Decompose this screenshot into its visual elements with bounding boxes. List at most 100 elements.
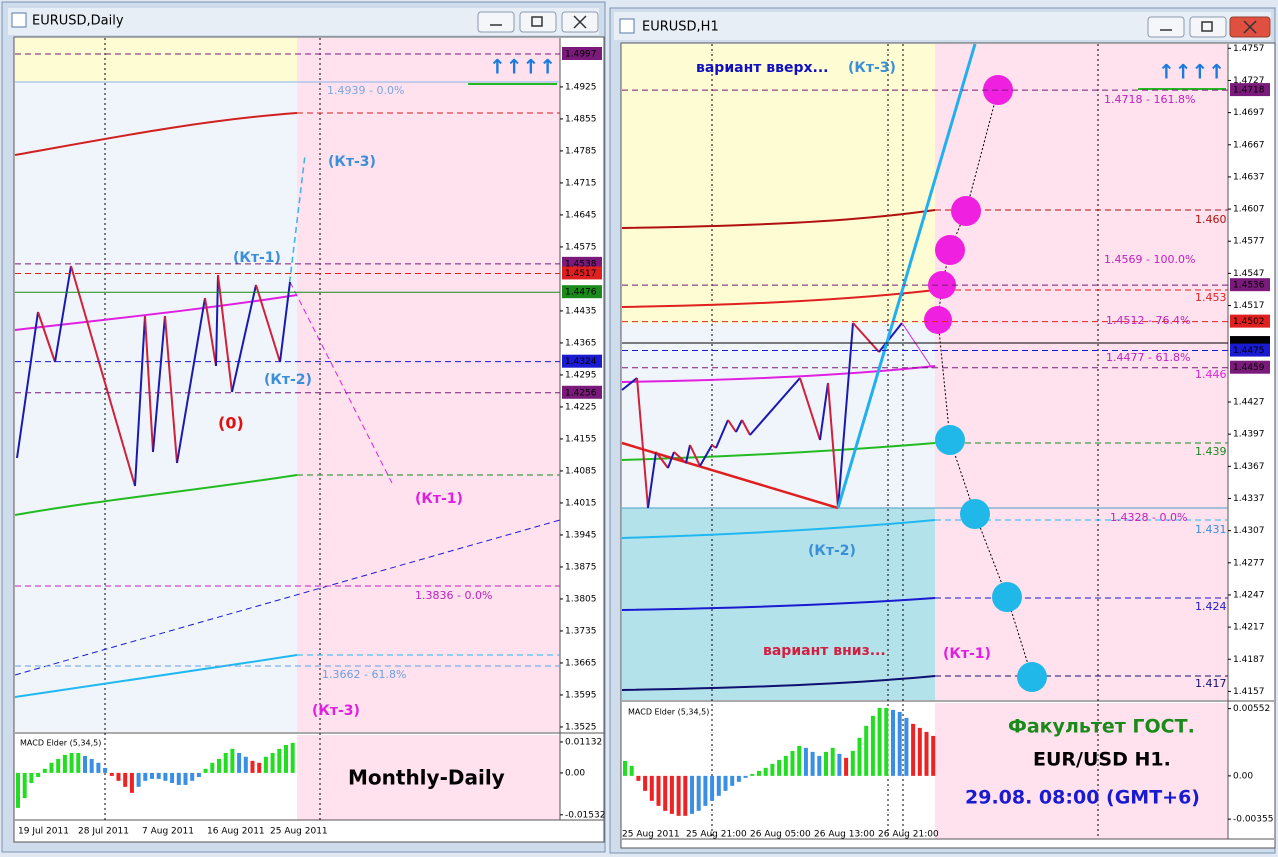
level-box-label: 1.4517 [565, 269, 597, 279]
zigzag-segment [852, 322, 880, 353]
macd-bar [42, 768, 47, 773]
macd-bar [663, 775, 668, 811]
price-tick-label: 1.3875 [565, 562, 597, 572]
macd-label: MACD Elder (5,34,5) [628, 708, 709, 717]
zigzag-segment [144, 315, 154, 453]
zigzag [16, 265, 291, 487]
button-glyphs [490, 15, 587, 29]
price-tick-label: 1.4577 [1233, 237, 1265, 247]
price-tick-label: 1.4547 [1233, 269, 1265, 279]
macd-bar [36, 772, 41, 777]
price-tick-label: 1.4715 [565, 178, 597, 188]
level-box-label: 1.4459 [1233, 363, 1265, 373]
price-tick-label: 1.4575 [565, 242, 597, 252]
price-tick-label: 1.4187 [1233, 655, 1265, 665]
level-label: 1.453 [1195, 291, 1227, 304]
scenario-label: вариант вниз... [763, 643, 886, 659]
zigzag-segment [699, 444, 713, 467]
macd-tick-label: 0.00 [565, 768, 585, 778]
macd-bar [284, 745, 288, 773]
macd-bg-right [935, 703, 1228, 839]
minimize-button[interactable] [1147, 16, 1185, 38]
macd-bar [257, 762, 262, 773]
caption: 29.08. 08:00 (GMT+6) [965, 787, 1200, 809]
price-tick-label: 1.3595 [565, 690, 597, 700]
price-tick-label: 1.3735 [565, 626, 597, 636]
macd-bar [623, 760, 627, 776]
price-tick-label: 1.4727 [1233, 76, 1265, 86]
window-title: EURUSD,Daily [32, 14, 124, 29]
macd-bar [136, 772, 141, 787]
level-box [1230, 278, 1270, 292]
macd-bar [116, 772, 121, 781]
point-label: (Кт-3) [848, 60, 896, 76]
macd-bar [190, 772, 195, 781]
level-box-label: 1.4324 [565, 357, 597, 367]
zigzag-segment [636, 377, 649, 509]
zigzag-segment [70, 265, 136, 487]
zigzag-segment [689, 444, 701, 467]
price-tick-label: 1.4607 [1233, 205, 1265, 215]
zigzag-segment [231, 284, 257, 393]
target-circle [992, 582, 1022, 612]
macd-tick-label: -0.00355 [1233, 815, 1273, 825]
date-label: 16 Aug 2011 [207, 827, 265, 837]
macd-bar [690, 775, 694, 814]
ma-line [621, 209, 936, 229]
date-label: 25 Aug 21:00 [686, 830, 747, 840]
maximize-button[interactable] [1189, 16, 1227, 38]
zigzag-segment [54, 265, 72, 363]
level-box [1230, 360, 1270, 374]
macd-bar [250, 760, 255, 773]
zigzag-segment [837, 322, 854, 509]
macd-bar [76, 752, 81, 773]
macd-bar [743, 775, 748, 778]
arrows: ↑↑↑↑ [489, 55, 556, 79]
price-tick-label: 1.4225 [565, 402, 597, 412]
macd-bar [103, 767, 108, 773]
level-box [1230, 343, 1270, 357]
minimize-button[interactable] [477, 11, 515, 33]
target-circle [960, 499, 990, 529]
level-box-label: 1.4718 [1233, 86, 1265, 96]
point-label: (Кт-2) [808, 543, 856, 559]
zigzag-segment [819, 382, 829, 441]
macd-bar [629, 765, 634, 776]
price-tick-label: 1.4427 [1233, 398, 1265, 408]
price-tick-label: 1.4365 [565, 338, 597, 348]
level-label: 1.3836 - 0.0% [415, 589, 492, 602]
level-box-label: 1.4997 [565, 50, 597, 60]
macd-bg-right [297, 735, 560, 820]
macd-bar [723, 775, 728, 791]
macd-bar [129, 772, 134, 793]
button-glyphs [1160, 20, 1257, 34]
zigzag-segment [715, 419, 729, 449]
point-label: (Кт-1) [233, 250, 281, 266]
macd-bar [683, 775, 688, 816]
window-icon [11, 12, 27, 28]
date-label: 26 Aug 05:00 [750, 830, 811, 840]
macd-bar [636, 775, 641, 781]
level-label: 1.424 [1195, 600, 1227, 613]
zigzag-segment [176, 297, 206, 464]
price-tick-label: 1.3665 [565, 658, 597, 668]
zigzag-segment [204, 297, 217, 367]
price-tick-label: 1.3525 [565, 722, 597, 732]
zigzag-segment [741, 419, 751, 436]
maximize-button[interactable] [519, 11, 557, 33]
price-tick-label: 1.4085 [565, 466, 597, 476]
macd-bar [196, 772, 201, 777]
zigzag-segment [749, 377, 801, 436]
level-box-label: 1.4502 [1233, 317, 1265, 327]
macd-bar [56, 758, 61, 773]
ma-line [621, 597, 936, 611]
macd-bar [217, 758, 221, 773]
ma-line [14, 654, 298, 698]
date-label: 19 Jul 2011 [18, 827, 69, 837]
level-box [1230, 83, 1270, 97]
macd-bar [763, 767, 768, 776]
date-label: 26 Aug 21:00 [878, 830, 939, 840]
macd-bar [243, 756, 248, 773]
